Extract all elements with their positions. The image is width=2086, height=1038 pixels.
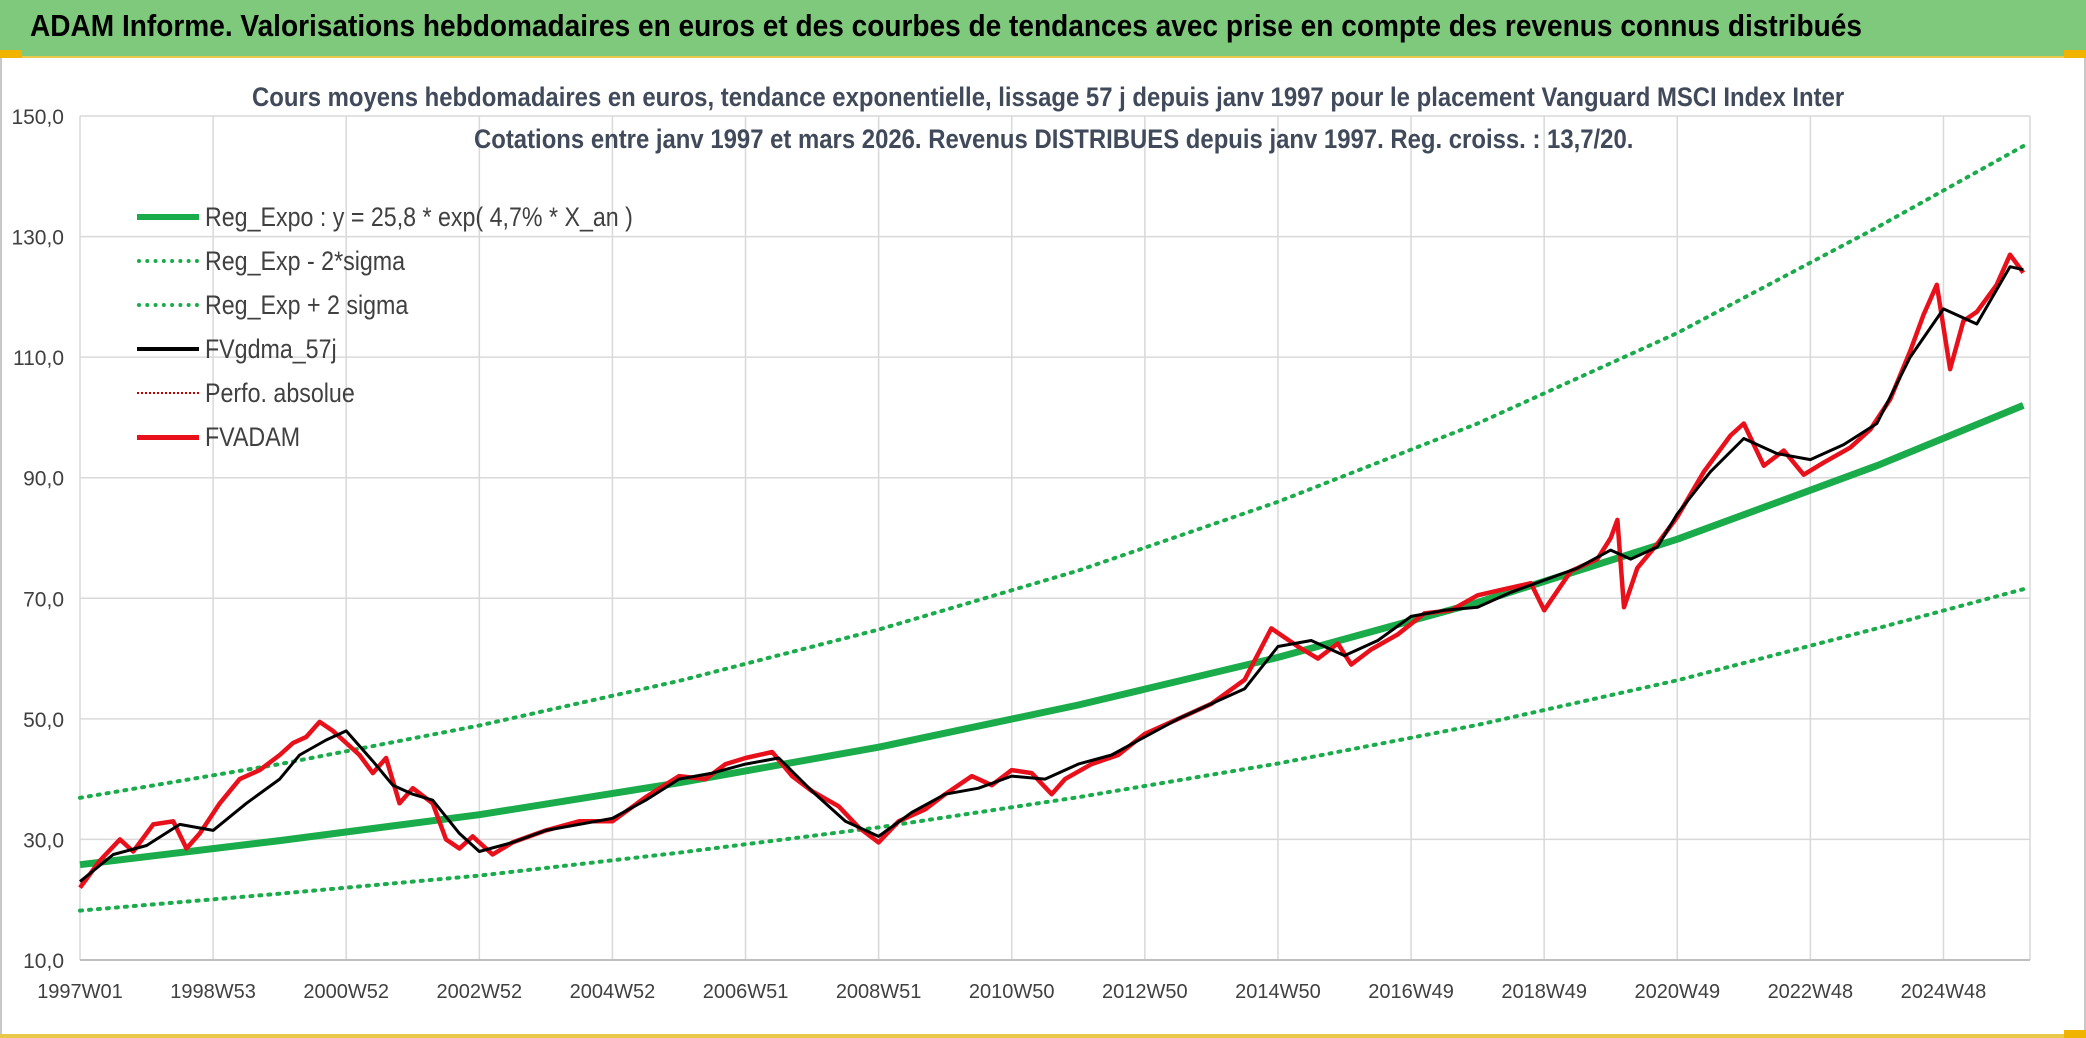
x-tick-label: 2024W48 — [1901, 981, 1987, 1003]
y-tick-label: 30,0 — [23, 829, 64, 852]
bottom-border — [0, 1034, 2086, 1038]
x-tick-label: 2012W50 — [1102, 981, 1188, 1003]
legend-label: Reg_Exp - 2*sigma — [205, 245, 406, 276]
legend-item-fvadam: FVADAM — [137, 415, 703, 459]
y-tick-label: 130,0 — [11, 227, 64, 250]
report-title: ADAM Informe. Valorisations hebdomadaire… — [30, 8, 1862, 43]
x-tick-label: 2016W49 — [1368, 981, 1454, 1003]
x-tick-label: 2008W51 — [836, 981, 922, 1003]
legend-swatch — [137, 434, 199, 440]
header-corner-right — [2064, 50, 2086, 58]
chart-title-line-1: Cours moyens hebdomadaires en euros, ten… — [252, 82, 1845, 112]
y-tick-label: 150,0 — [11, 106, 64, 129]
legend-item-perfo: Perfo. absolue — [137, 371, 703, 415]
chart-legend: Reg_Expo : y = 25,8 * exp( 4,7% * X_an )… — [137, 195, 703, 459]
y-tick-label: 10,0 — [23, 950, 64, 973]
chart-title-line-2: Cotations entre janv 1997 et mars 2026. … — [474, 124, 1634, 154]
x-tick-label: 1997W01 — [37, 981, 123, 1003]
bottom-corner-right — [2064, 1030, 2086, 1038]
y-tick-label: 90,0 — [23, 468, 64, 491]
series-reg-exp-minus-line — [78, 587, 2026, 913]
series-reg-expo-line — [79, 402, 2025, 869]
legend-label: Perfo. absolue — [205, 377, 355, 408]
x-tick-label: 2018W49 — [1501, 981, 1587, 1003]
x-tick-label: 2004W52 — [570, 981, 656, 1003]
series-fvgdma-line — [79, 265, 2024, 883]
y-tick-label: 50,0 — [23, 709, 64, 732]
x-tick-label: 2014W50 — [1235, 981, 1321, 1003]
legend-swatch — [137, 259, 199, 263]
chart-container: 150,0 130,0 110,0 90,0 70,0 50,0 30,0 10,0 1997W… — [0, 58, 2086, 1038]
legend-swatch — [137, 347, 199, 351]
x-tick-label: 1998W53 — [170, 981, 256, 1003]
y-tick-label: 110,0 — [13, 347, 64, 370]
legend-label: FVgdma_57j — [205, 333, 337, 364]
x-tick-label: 2002W52 — [437, 981, 523, 1003]
legend-swatch — [137, 214, 199, 220]
header-corner-left — [0, 50, 22, 58]
x-tick-label: 2010W50 — [969, 981, 1055, 1003]
legend-label: Reg_Expo : y = 25,8 * exp( 4,7% * X_an ) — [205, 201, 633, 232]
x-tick-label: 2006W51 — [703, 981, 789, 1003]
report-header-bar: ADAM Informe. Valorisations hebdomadaire… — [0, 0, 2086, 58]
legend-item-reg-expo: Reg_Expo : y = 25,8 * exp( 4,7% * X_an ) — [137, 195, 703, 239]
legend-swatch — [137, 392, 199, 394]
x-tick-label: 2000W52 — [303, 981, 389, 1003]
x-tick-label: 2020W49 — [1634, 981, 1720, 1003]
y-tick-label: 70,0 — [23, 588, 64, 611]
series-reg-exp-plus-line — [78, 144, 2026, 800]
series-fvadam-line — [78, 252, 2026, 890]
x-tick-label: 2022W48 — [1768, 981, 1854, 1003]
legend-label: Reg_Exp + 2 sigma — [205, 289, 409, 320]
line-chart: 150,0 130,0 110,0 90,0 70,0 50,0 30,0 10,0 1997W… — [11, 106, 2031, 1003]
legend-label: FVADAM — [205, 421, 301, 452]
legend-item-reg-exp-minus: Reg_Exp - 2*sigma — [137, 239, 703, 283]
legend-item-fvgdma: FVgdma_57j — [137, 327, 703, 371]
legend-item-reg-exp-plus: Reg_Exp + 2 sigma — [137, 283, 703, 327]
legend-swatch — [137, 303, 199, 307]
